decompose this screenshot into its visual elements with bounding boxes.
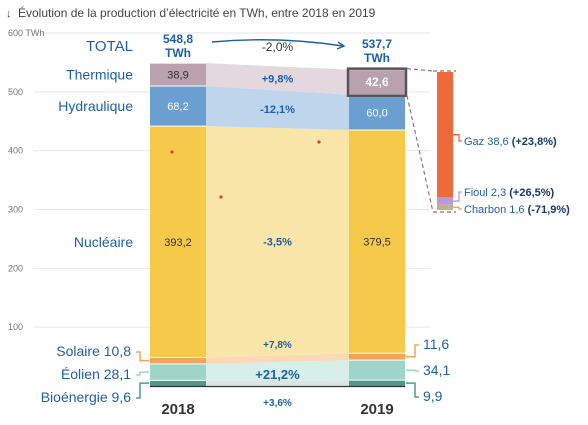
series-name-thermique: Thermique — [66, 67, 133, 83]
change-solaire: +7,8% — [263, 340, 292, 351]
value-2018-nucléaire: 393,2 — [164, 237, 192, 249]
bar-2019-nucléaire — [349, 130, 405, 354]
stacked-bars — [150, 62, 405, 386]
change-bioénergie: +3,6% — [263, 398, 292, 409]
breakdown-change-charbon: (-71,9%) — [528, 204, 571, 216]
breakdown-bar-gaz — [437, 72, 453, 198]
breakdown-bar-fioul — [437, 197, 453, 205]
breakdown-callout-fioul — [453, 191, 462, 202]
change-éolien: +21,2% — [255, 367, 300, 382]
y-tick-label-300: 300 — [8, 205, 23, 215]
series-name-hydraulique: Hydraulique — [58, 98, 133, 114]
breakdown-change-gaz: (+23,8%) — [512, 136, 557, 148]
breakdown-connector-top — [406, 68, 434, 72]
band-nucléaire — [206, 126, 349, 358]
series-labels: 393,2 Nucléaire -3,5% 379,5 68,2 Hydraulique -… — [41, 67, 451, 409]
callout-2019-solaire — [406, 344, 419, 358]
value-2019-hydraulique: 60,0 — [366, 107, 387, 119]
band-hydraulique — [206, 86, 349, 131]
bar-2018-nucléaire — [150, 126, 206, 358]
y-tick-label-200: 200 — [8, 263, 23, 273]
band-éolien — [206, 360, 349, 381]
y-tick-label-100: 100 — [8, 322, 23, 332]
x-axis: 2018 2019 — [150, 385, 405, 418]
label-2018-bioénergie: Bioénergie 9,6 — [41, 389, 132, 405]
breakdown-change-fioul: (+26,5%) — [509, 187, 554, 199]
chart-title-group: ↓ Évolution de la production d’électrici… — [6, 5, 376, 20]
y-axis-ticks: 600 TWh 500 400 300 200 100 — [8, 28, 44, 332]
label-2018-éolien: Éolien 28,1 — [61, 366, 131, 382]
change-nucléaire: -3,5% — [263, 237, 292, 249]
nuclear-dot-2 — [317, 140, 321, 144]
label-2019-solaire: 11,6 — [423, 336, 449, 352]
bar-2019-solaire — [349, 353, 405, 361]
callout-2018-éolien — [136, 371, 149, 376]
x-label-2019: 2019 — [360, 401, 393, 418]
y-tick-label-500: 500 — [8, 87, 23, 97]
total-2018-unit: TWh — [165, 46, 191, 60]
value-2019-nucléaire: 379,5 — [363, 237, 391, 249]
callout-2019-éolien — [406, 369, 419, 372]
breakdown-name-gaz: Gaz 38,6 — [464, 136, 512, 148]
chart-title: Évolution de la production d’électricité… — [18, 5, 376, 20]
label-2019-éolien: 34,1 — [423, 362, 450, 378]
nuclear-dot-1 — [219, 195, 223, 199]
bar-2019-bioénergie — [349, 380, 405, 386]
nuclear-dot-0 — [170, 150, 174, 154]
breakdown-callout-charbon — [453, 206, 462, 210]
bar-2019-éolien — [349, 360, 405, 381]
bar-2018-hydraulique — [150, 86, 206, 127]
callout-2018-bioénergie — [136, 382, 149, 399]
y-tick-label-600: 600 TWh — [8, 28, 44, 38]
total-change: -2,0% — [262, 40, 294, 54]
bar-2018-bioénergie — [150, 380, 206, 386]
bar-2018-thermique — [150, 63, 206, 87]
value-2019-thermique: 42,6 — [365, 75, 389, 89]
callout-2018-solaire — [136, 351, 149, 362]
total-2018-value: 548,8 — [163, 32, 193, 46]
total-arrow — [211, 39, 344, 47]
total-label: TOTAL — [86, 38, 133, 55]
bar-2018-solaire — [150, 357, 206, 364]
value-2018-hydraulique: 68,2 — [167, 101, 188, 113]
thermique-2019-highlight — [346, 67, 408, 97]
change-thermique: +9,8% — [262, 73, 294, 85]
band-bioénergie — [206, 380, 349, 386]
series-name-nucléaire: Nucléaire — [74, 234, 133, 250]
total-2019-value: 537,7 — [362, 37, 392, 51]
bar-2018-éolien — [150, 363, 206, 381]
breakdown-label-fioul: Fioul 2,3 (+26,5%) — [464, 187, 555, 199]
breakdown-callout-gaz — [453, 134, 462, 142]
total-2019-unit: TWh — [364, 51, 390, 65]
y-tick-label-400: 400 — [8, 146, 23, 156]
band-solaire — [206, 353, 349, 364]
callout-2019-bioénergie — [406, 382, 419, 398]
breakdown-label-charbon: Charbon 1,6 (-71,9%) — [464, 204, 570, 216]
band-thermique — [206, 63, 349, 95]
total-arrow-head — [336, 41, 346, 50]
x-label-2018: 2018 — [161, 401, 194, 418]
thermique-breakdown: Gaz 38,6 (+23,8%) Fioul 2,3 (+26,5%) Charb… — [406, 68, 570, 216]
label-2019-bioénergie: 9,9 — [423, 388, 443, 404]
bar-2019-thermique — [349, 69, 405, 95]
breakdown-name-charbon: Charbon 1,6 — [464, 204, 528, 216]
label-2018-solaire: Solaire 10,8 — [56, 343, 131, 359]
bar-2019-hydraulique — [349, 94, 405, 131]
arrow-down-icon: ↓ — [6, 8, 12, 20]
flow-bands — [206, 63, 349, 386]
value-2018-thermique: 38,9 — [167, 70, 188, 82]
breakdown-bar-charbon — [437, 204, 453, 210]
breakdown-connector-bottom — [406, 95, 434, 213]
change-hydraulique: -12,1% — [260, 104, 295, 116]
breakdown-name-fioul: Fioul 2,3 — [464, 187, 509, 199]
breakdown-label-gaz: Gaz 38,6 (+23,8%) — [464, 136, 557, 148]
